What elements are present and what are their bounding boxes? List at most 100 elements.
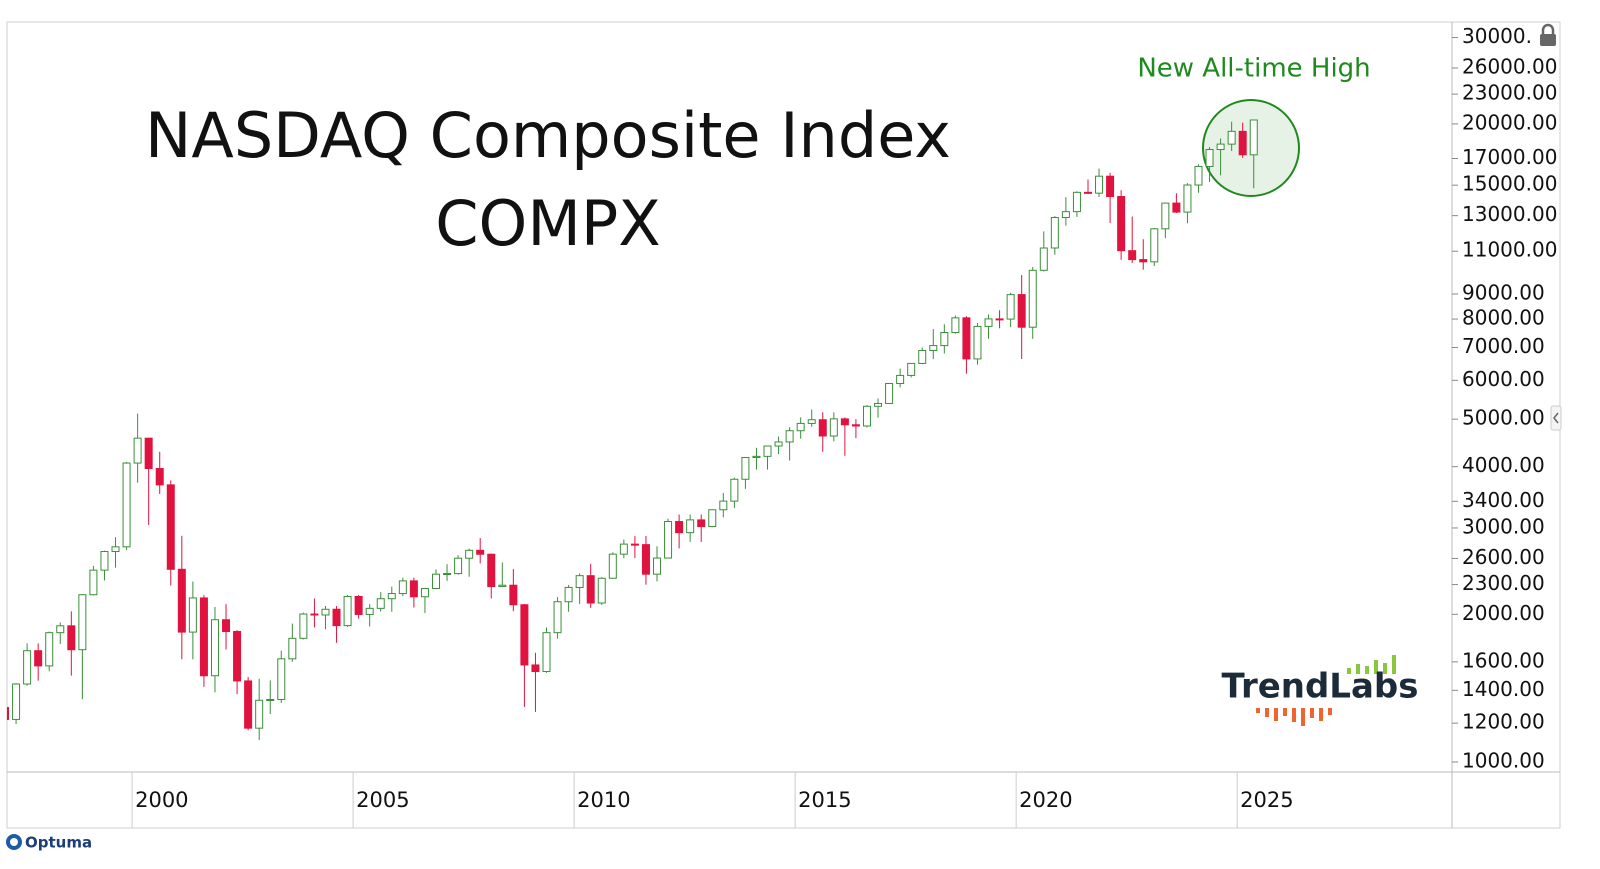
lock-icon xyxy=(1540,23,1556,46)
logo-bars-down xyxy=(1256,708,1332,726)
candle-body xyxy=(188,597,197,633)
candle-body xyxy=(1039,247,1048,271)
x-tick-label: 2010 xyxy=(577,788,630,812)
candle-body xyxy=(465,549,474,559)
candle-body xyxy=(1216,143,1225,151)
y-tick-label: 20000.00 xyxy=(1462,110,1557,134)
candle-body xyxy=(56,625,65,634)
logo-bars-up xyxy=(1347,655,1396,674)
candle-body xyxy=(233,631,242,682)
y-tick-label: 2000.00 xyxy=(1462,601,1545,625)
y-tick-label: 6000.00 xyxy=(1462,367,1545,391)
candle-body xyxy=(630,543,639,546)
candle-body xyxy=(266,698,275,701)
candle-body xyxy=(697,519,706,528)
candle-body xyxy=(918,349,927,364)
y-tick-label: 30000. xyxy=(1462,24,1532,48)
candle-body xyxy=(1183,184,1192,213)
candle-body xyxy=(741,456,750,480)
y-tick-label: 17000.00 xyxy=(1462,145,1557,169)
candle-body xyxy=(653,557,662,575)
x-tick-label: 2025 xyxy=(1240,788,1293,812)
candle-body xyxy=(133,437,142,464)
candle-body xyxy=(951,317,960,334)
candle-body xyxy=(299,613,308,639)
y-tick-label: 4000.00 xyxy=(1462,453,1545,477)
candle-body xyxy=(7,707,10,720)
candle-body xyxy=(907,362,916,376)
x-tick-label: 2020 xyxy=(1019,788,1072,812)
candle-body xyxy=(1194,165,1203,186)
candle-body xyxy=(23,650,32,685)
candle-body xyxy=(376,598,385,609)
chart-frame xyxy=(6,21,1561,829)
candle-body xyxy=(885,382,894,404)
candle-body xyxy=(122,462,131,548)
candle-body xyxy=(144,437,153,470)
candle-body xyxy=(896,374,905,384)
candle-body xyxy=(995,318,1004,321)
y-tick-label: 26000.00 xyxy=(1462,55,1557,79)
candle-body xyxy=(1150,228,1159,263)
candle-body xyxy=(553,601,562,634)
candle-body xyxy=(89,569,98,596)
candle-body xyxy=(409,580,418,598)
candle-body xyxy=(222,619,231,633)
candle-body xyxy=(210,619,219,677)
x-tick-label: 2015 xyxy=(798,788,851,812)
footer-text: Optuma xyxy=(25,834,92,852)
candle-body xyxy=(420,587,429,598)
candle-body xyxy=(398,580,407,595)
plot-area xyxy=(7,119,1258,741)
candle-body xyxy=(929,345,938,351)
candle-body xyxy=(155,468,164,486)
candle-body xyxy=(664,521,673,559)
candle-body xyxy=(829,418,838,437)
candle-body xyxy=(387,593,396,600)
candle-body xyxy=(1172,202,1181,213)
candle-body xyxy=(774,441,783,447)
candle-body xyxy=(1017,294,1026,328)
logo: TrendLabs xyxy=(1221,655,1419,726)
candle-body xyxy=(332,608,341,627)
y-tick-label: 3000.00 xyxy=(1462,514,1545,538)
candle-body xyxy=(1061,211,1070,218)
x-tick-label: 2005 xyxy=(356,788,409,812)
candle-body xyxy=(454,557,463,575)
footer-logo: Optuma xyxy=(6,834,92,852)
candle-body xyxy=(199,597,208,677)
candle-body xyxy=(719,500,728,511)
y-tick-label: 11000.00 xyxy=(1462,238,1557,262)
candle-body xyxy=(586,575,595,604)
candle-body xyxy=(1117,196,1126,252)
candle-body xyxy=(100,551,109,571)
candle-body xyxy=(1106,175,1115,198)
candle-body xyxy=(1028,269,1037,328)
candle-body xyxy=(608,553,617,579)
candle-body xyxy=(288,637,297,660)
y-tick-label: 1400.00 xyxy=(1462,677,1545,701)
candle-body xyxy=(255,699,264,729)
candle-body xyxy=(1050,216,1059,249)
candle-body xyxy=(973,325,982,360)
scroll-handle xyxy=(1550,405,1562,431)
candle-body xyxy=(476,549,485,555)
candle-body xyxy=(1205,149,1214,167)
y-tick-label: 9000.00 xyxy=(1462,280,1545,304)
candle-body xyxy=(807,419,816,424)
candle-body xyxy=(12,683,21,720)
y-tick-label: 8000.00 xyxy=(1462,306,1545,330)
candle-body xyxy=(730,478,739,502)
candle-body xyxy=(675,521,684,534)
candle-body xyxy=(1083,191,1092,194)
candle-body xyxy=(177,568,186,633)
logo-text: TrendLabs xyxy=(1221,667,1418,707)
chart-title: NASDAQ Composite Index xyxy=(145,99,951,172)
candle-body xyxy=(1095,175,1104,194)
candle-body xyxy=(67,625,76,651)
candle-body xyxy=(984,318,993,327)
candle-body xyxy=(509,584,518,606)
y-tick-label: 3400.00 xyxy=(1462,488,1545,512)
candle-body xyxy=(874,402,883,407)
candle-body xyxy=(365,607,374,615)
